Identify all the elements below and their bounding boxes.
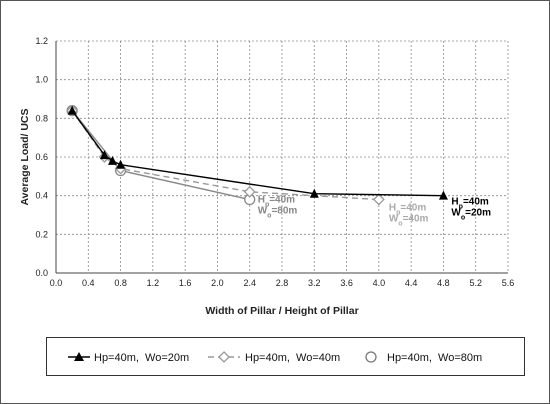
y-axis-title: Average Load/ UCS bbox=[19, 108, 31, 205]
data-point bbox=[99, 150, 109, 160]
legend-label-series-3: Hp=40m, Wo=80m bbox=[387, 352, 482, 364]
legend-marker-series-1 bbox=[74, 352, 84, 361]
x-tick-label: 3.6 bbox=[340, 278, 353, 288]
x-tick-label: 2.4 bbox=[243, 278, 256, 288]
annotation-label: Hp=40m bbox=[451, 197, 488, 211]
legend-marker-series-2 bbox=[218, 351, 230, 363]
y-tick-label: 0.2 bbox=[35, 229, 48, 239]
tick-labels: 0.0 0.4 0.8 1.2 1.6 2.0 2.4 2.8 3.2 3.6 4.0 4.4 4.8 5… bbox=[35, 36, 514, 288]
annotation-label: Wo=80m bbox=[258, 206, 298, 220]
annotation-label: Wo=20m bbox=[451, 208, 491, 222]
data-point bbox=[67, 105, 77, 115]
annotation-label: Hp=40m bbox=[258, 195, 295, 209]
x-tick-label: 4.8 bbox=[437, 278, 450, 288]
x-axis-title: Width of Pillar / Height of Pillar bbox=[205, 305, 358, 317]
grid bbox=[55, 40, 509, 274]
y-tick-label: 0.0 bbox=[35, 268, 48, 278]
data-point bbox=[372, 193, 385, 206]
legend-box bbox=[46, 337, 525, 376]
x-tick-label: 1.2 bbox=[147, 278, 160, 288]
data-point bbox=[243, 185, 256, 198]
data-point bbox=[309, 188, 319, 198]
x-tick-label: 4.4 bbox=[405, 278, 418, 288]
data-point bbox=[116, 159, 126, 169]
x-tick-label: 2.8 bbox=[276, 278, 289, 288]
x-tick-label: 0.4 bbox=[82, 278, 95, 288]
series-1-line bbox=[71, 110, 444, 197]
legend-label-series-2: Hp=40m, Wo=40m bbox=[245, 352, 340, 364]
x-tick-label: 2.0 bbox=[211, 278, 224, 288]
legend-label-series-1: Hp=40m, Wo=20m bbox=[94, 352, 189, 364]
y-tick-label: 0.6 bbox=[35, 152, 48, 162]
y-tick-label: 0.8 bbox=[35, 113, 48, 123]
legend: Hp=40m, Wo=20m Hp=40m, Wo=40m Hp=40m, Wo… bbox=[46, 337, 525, 376]
x-tick-label: 0.8 bbox=[114, 278, 127, 288]
y-tick-label: 0.4 bbox=[35, 191, 48, 201]
x-tick-label: 0.0 bbox=[50, 278, 63, 288]
x-tick-label: 1.6 bbox=[179, 278, 192, 288]
x-tick-label: 3.2 bbox=[308, 278, 321, 288]
data-point bbox=[438, 190, 448, 200]
data-point bbox=[108, 155, 117, 165]
y-tick-label: 1.2 bbox=[35, 36, 48, 46]
y-tick-label: 1.0 bbox=[35, 75, 48, 85]
annotation-label: Wo=40m bbox=[389, 214, 429, 228]
x-tick-label: 5.2 bbox=[469, 278, 482, 288]
x-tick-label: 5.6 bbox=[502, 278, 515, 288]
legend-marker-series-3 bbox=[365, 351, 377, 363]
series-2-line bbox=[71, 110, 379, 201]
x-tick-label: 4.0 bbox=[373, 278, 386, 288]
annotation-label: Hp=40m bbox=[389, 203, 426, 217]
series bbox=[66, 104, 448, 206]
series-1 bbox=[67, 105, 448, 200]
